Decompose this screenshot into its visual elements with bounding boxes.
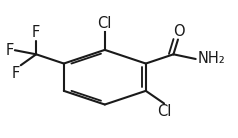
Text: F: F: [5, 43, 14, 58]
Text: NH₂: NH₂: [198, 51, 225, 67]
Text: F: F: [11, 66, 20, 81]
Text: O: O: [173, 24, 185, 39]
Text: F: F: [32, 25, 40, 40]
Text: Cl: Cl: [98, 16, 112, 31]
Text: Cl: Cl: [157, 104, 171, 119]
